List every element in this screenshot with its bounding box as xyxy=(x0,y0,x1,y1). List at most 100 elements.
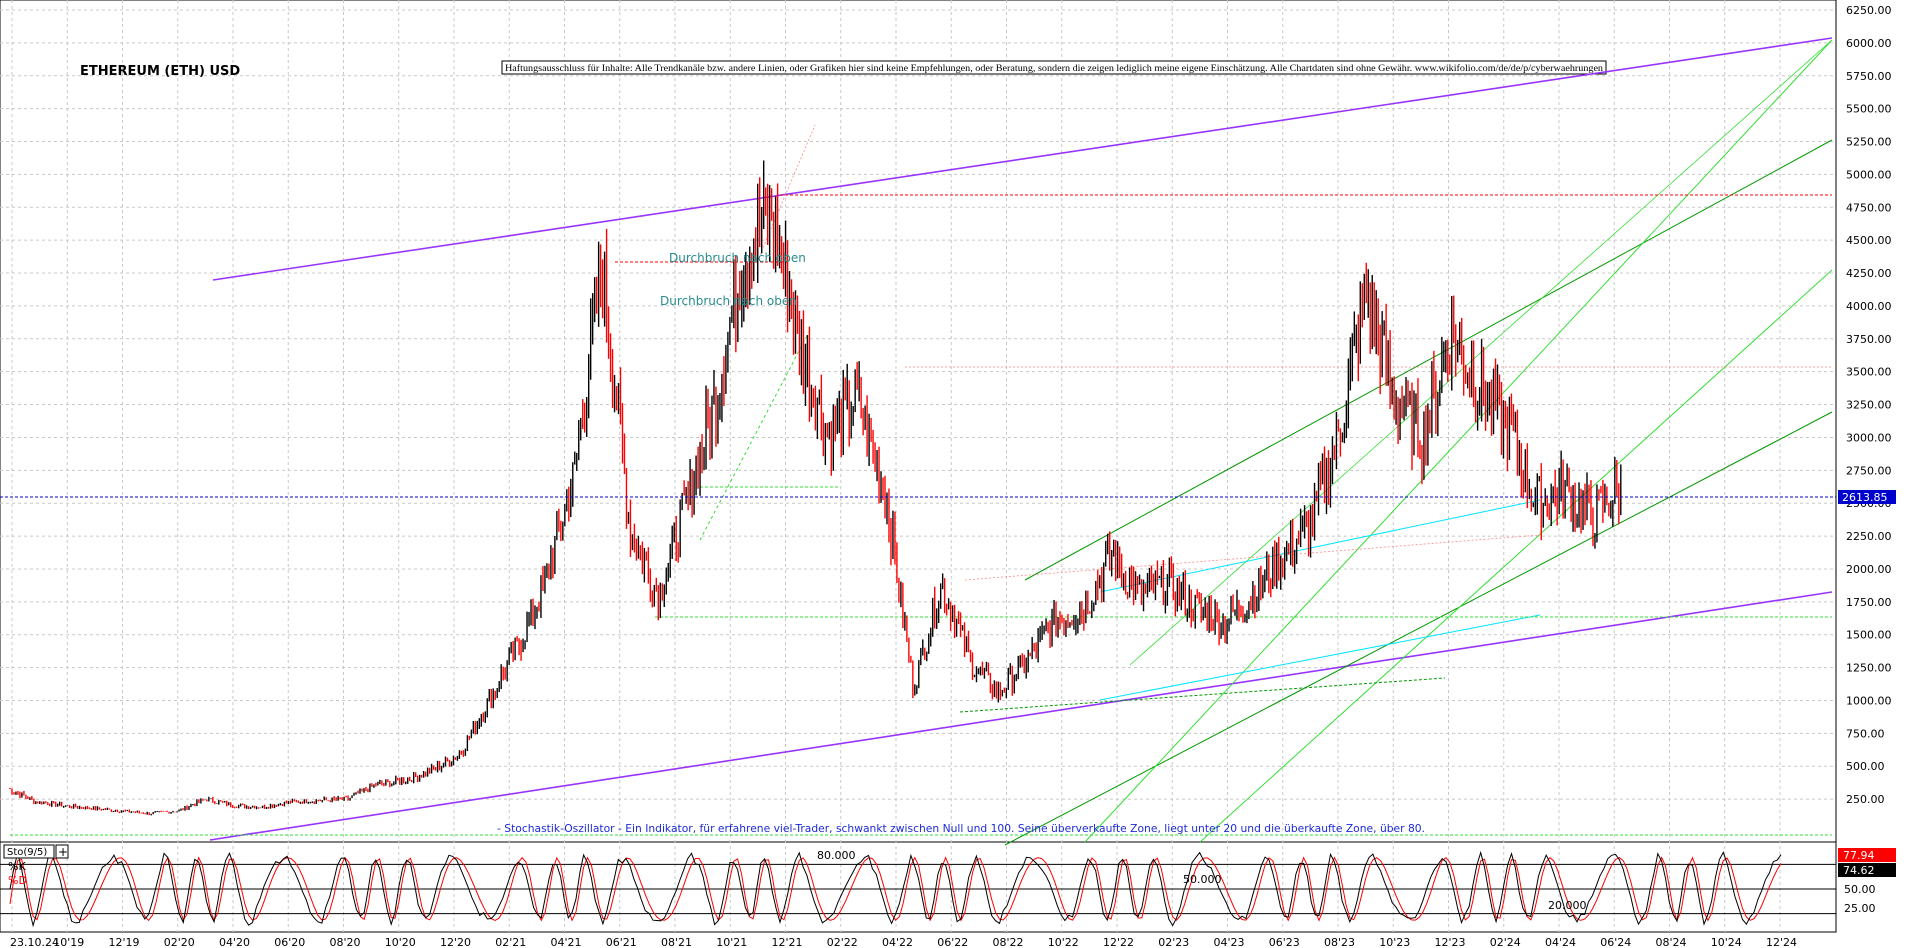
resistance-line-low xyxy=(964,534,1541,581)
x-tick-label: 10'21 xyxy=(716,936,747,948)
channel-upper-line xyxy=(212,37,1833,281)
y-tick-label: 5750.00 xyxy=(1846,70,1892,83)
y-tick-label: 4250.00 xyxy=(1846,267,1892,280)
y-tick-label: 2750.00 xyxy=(1846,464,1892,477)
breakout-dash-line xyxy=(759,124,816,256)
y-tick-label: 6000.00 xyxy=(1846,37,1892,50)
k-label: %K xyxy=(8,860,26,873)
x-tick-label: 12'20 xyxy=(440,936,471,948)
y-tick-label: 1000.00 xyxy=(1846,694,1892,707)
disclaimer-text: Haftungsausschluss für Inhalte: Alle Tre… xyxy=(505,63,1603,74)
trend-line-light-2 xyxy=(1199,269,1833,843)
annotation-1: Durchbruch nach oben xyxy=(669,251,806,265)
x-tick-label: 04'20 xyxy=(219,936,250,948)
x-tick-label: 06'20 xyxy=(274,936,305,948)
disclaimer-box xyxy=(501,60,1607,75)
x-tick-label: 12'22 xyxy=(1103,936,1134,948)
k-line xyxy=(9,850,1782,928)
oscillator-note: - Stochastik-Oszillator - Ein Indikator,… xyxy=(497,822,1425,835)
osc-tick-25: 25.00 xyxy=(1844,902,1876,915)
x-tick-label: 08'20 xyxy=(330,936,361,948)
d-label: %D xyxy=(8,874,27,887)
current-price-label: 2613.85 xyxy=(1842,491,1888,504)
sto-add-button[interactable] xyxy=(55,844,69,859)
trend-line-light-1 xyxy=(1084,39,1833,843)
oscillator-plot-area xyxy=(0,841,1837,933)
trend-line-dark-1 xyxy=(1004,411,1833,846)
support-line-dash xyxy=(959,677,1446,713)
x-tick-label: 10'20 xyxy=(385,936,416,948)
x-tick-label: 06'22 xyxy=(937,936,968,948)
level-80: 80.000 xyxy=(817,849,856,862)
sto-label: Sto(9/5) xyxy=(7,847,47,858)
y-tick-label: 3250.00 xyxy=(1846,399,1892,412)
y-tick-label: 1750.00 xyxy=(1846,596,1892,609)
x-tick-label: 02'20 xyxy=(164,936,195,948)
x-tick-label: 12'23 xyxy=(1435,936,1466,948)
d-line xyxy=(9,856,1782,922)
y-tick-label: 3750.00 xyxy=(1846,333,1892,346)
x-tick-label: 02'23 xyxy=(1158,936,1189,948)
x-tick-label: 04'24 xyxy=(1545,936,1576,948)
x-tick-label: 06'24 xyxy=(1600,936,1631,948)
level-20: 20.000 xyxy=(1548,899,1587,912)
x-tick-label: 10'22 xyxy=(1048,936,1079,948)
current-price-badge xyxy=(1838,490,1896,504)
y-tick-label: 250.00 xyxy=(1846,793,1885,806)
x-tick-label: 06'21 xyxy=(606,936,637,948)
x-tick-label: 23.10.24 xyxy=(10,936,59,948)
y-tick-label: 500.00 xyxy=(1846,760,1885,773)
sto-add-icon[interactable]: + xyxy=(58,845,68,859)
y-tick-label: 3500.00 xyxy=(1846,366,1892,379)
x-tick-label: 02'21 xyxy=(495,936,526,948)
stochastic-oscillator xyxy=(0,850,1836,928)
y-tick-label: 4000.00 xyxy=(1846,300,1892,313)
y-tick-label: 1250.00 xyxy=(1846,662,1892,675)
price-series xyxy=(9,160,1622,816)
x-tick-label: 12'24 xyxy=(1766,936,1797,948)
y-tick-label: 5000.00 xyxy=(1846,168,1892,181)
x-tick-label: 08'21 xyxy=(661,936,692,948)
trend-line-dark-2 xyxy=(1024,139,1833,581)
price-plot-area xyxy=(0,0,1837,843)
x-tick-label: 08'23 xyxy=(1324,936,1355,948)
level-50: 50.000 xyxy=(1183,873,1222,886)
y-tick-label: 2250.00 xyxy=(1846,530,1892,543)
y-tick-label: 5500.00 xyxy=(1846,103,1892,116)
y-tick-label: 5250.00 xyxy=(1846,136,1892,149)
chart-title: ETHEREUM (ETH) USD xyxy=(80,64,240,79)
d-value: 74.62 xyxy=(1843,864,1875,877)
x-tick-label: 04'23 xyxy=(1214,936,1245,948)
x-tick-label: 10'24 xyxy=(1711,936,1742,948)
channel-lower-line xyxy=(209,591,1833,841)
x-tick-label: 04'22 xyxy=(882,936,913,948)
k-value: 77.94 xyxy=(1843,849,1875,862)
x-tick-label: 02'22 xyxy=(827,936,858,948)
y-tick-label: 4750.00 xyxy=(1846,201,1892,214)
y-tick-label: 2000.00 xyxy=(1846,563,1892,576)
d-value-badge xyxy=(1838,863,1896,877)
y-axis: 250.00 500.00 750.00 1000.00 1250.00 1500.00 1… xyxy=(1846,4,1892,806)
cyan-line-lower xyxy=(1099,614,1541,701)
x-tick-label: 12'21 xyxy=(772,936,803,948)
trend-lines xyxy=(10,37,1833,846)
x-tick-label: 12'19 xyxy=(109,936,140,948)
x-tick-label: 06'23 xyxy=(1269,936,1300,948)
x-tick-label: 10'19 xyxy=(53,936,84,948)
y-tick-label: 6250.00 xyxy=(1846,4,1892,17)
y-tick-label: 750.00 xyxy=(1846,727,1885,740)
x-tick-label: 02'24 xyxy=(1490,936,1521,948)
x-tick-label: 04'21 xyxy=(551,936,582,948)
y-tick-label: 4500.00 xyxy=(1846,234,1892,247)
x-tick-label: 08'24 xyxy=(1656,936,1687,948)
y-tick-label: 3000.00 xyxy=(1846,431,1892,444)
x-tick-label: 10'23 xyxy=(1379,936,1410,948)
k-value-badge xyxy=(1838,848,1896,862)
x-tick-label: 08'22 xyxy=(993,936,1024,948)
annotation-2: Durchbruch nach oben xyxy=(660,294,797,308)
y-tick-label: 1500.00 xyxy=(1846,629,1892,642)
osc-tick-50: 50.00 xyxy=(1844,883,1876,896)
sto-label-box xyxy=(3,844,55,859)
